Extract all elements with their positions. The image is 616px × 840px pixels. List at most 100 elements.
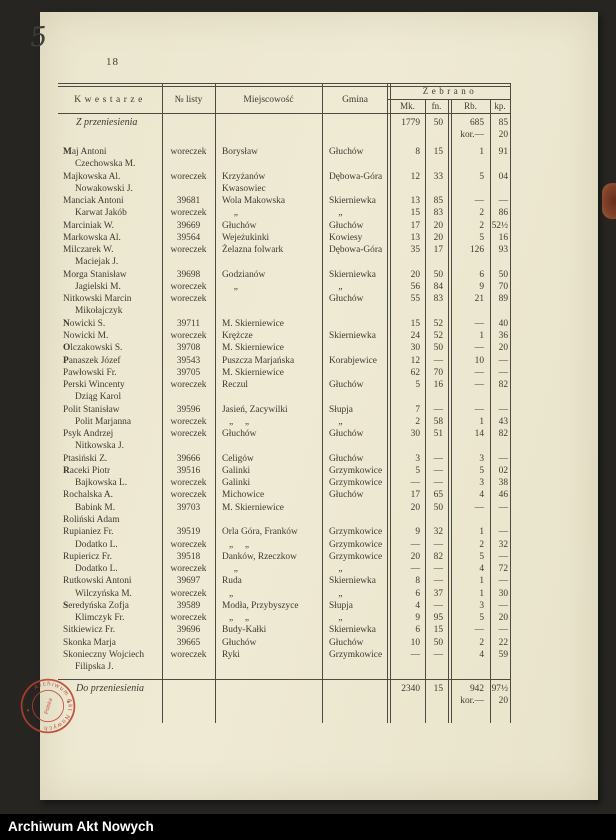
col-divider — [425, 99, 426, 723]
cell-miejscowosc: „ „ — [222, 539, 250, 550]
header-fn: fn. — [431, 101, 442, 111]
cell-gmina: Skierniewka — [329, 576, 376, 587]
cell-kwestarz: Maciejak J. — [75, 257, 119, 268]
cell-gmina: Grzymkowice — [329, 539, 383, 550]
cell-mk: 9 — [415, 613, 420, 624]
cell-miejscowosc: „ — [222, 208, 238, 219]
table-row: Jagielski M. woreczek „ „ 56 84 9 70 — [58, 281, 510, 293]
cell-miejscowosc: Danków, Rzeczkow — [222, 551, 297, 562]
cell-kp: 16 — [498, 232, 508, 243]
cell-miejscowosc: „ „ — [222, 416, 250, 427]
cell-mk — [388, 391, 425, 403]
cell-kp: 22 — [498, 637, 508, 648]
cell-mk: — — [410, 539, 420, 550]
cell-gmina: Głuchów — [329, 490, 364, 501]
cell-kwestarz: Panaszek Józef — [63, 355, 121, 366]
cell-rb: 4 — [479, 649, 484, 660]
cell-rb: 1 — [479, 147, 484, 157]
cell-rb: — — [474, 380, 484, 391]
cell-nr-listy: woreczek — [170, 478, 207, 489]
cell-miejscowosc: „ „ — [222, 613, 250, 624]
cell-mk: — — [410, 649, 420, 660]
cell-nr-listy — [162, 305, 215, 317]
stamp-ring-text: Archiwum Akt Nowych — [33, 677, 77, 732]
cell-rb: 6 — [479, 269, 484, 280]
cell-kp: 82 — [498, 429, 508, 440]
cell-fn: 50 — [433, 502, 443, 513]
cell-miejscowosc: Reczul — [222, 380, 249, 391]
cell-gmina: „ — [329, 588, 343, 599]
cell-gmina — [322, 502, 388, 514]
cell-fn: 50 — [433, 269, 443, 280]
table-row: Rupiericz Fr. 39518 Danków, Rzeczkow Grzymk… — [58, 551, 510, 563]
cell-miejscowosc: Galinki — [222, 465, 251, 476]
cell-miejscowosc — [215, 158, 322, 170]
table-row: Klimczyk Fr. woreczek „ „ „ 9 95 5 20 — [58, 612, 510, 624]
header-zebrano: Zebrano — [422, 86, 478, 96]
cell-kp: — — [498, 196, 508, 207]
cell-mk: 8 — [415, 576, 420, 587]
cell-kp — [490, 391, 510, 403]
cell-nr-listy: woreczek — [170, 588, 207, 599]
cell-kwestarz: Dodatko L. — [75, 564, 118, 575]
cell-mk: 56 — [410, 281, 420, 292]
cell-miejscowosc: Godzianów — [222, 269, 266, 280]
cell-nr-listy — [162, 440, 215, 452]
table-row: Skonka Marja 39665 Głuchów Głuchów 10 50 2 22 — [58, 637, 510, 649]
cell-miejscowosc — [215, 305, 322, 317]
cell-fn: 83 — [433, 294, 443, 305]
cell-fn: — — [433, 600, 443, 611]
cell-fn: 95 — [433, 613, 443, 624]
cell-mk: 17 — [410, 490, 420, 501]
cell-fn: — — [433, 576, 443, 587]
cell-kp-kor: 20 — [498, 130, 508, 141]
table-row: Dodatko L. woreczek „ „ — — 4 72 — [58, 563, 510, 575]
cell-fn: — — [433, 453, 443, 464]
carry-forward-section: Z przeniesienia 1779 50 685 85 kor.— 20 — [58, 117, 510, 142]
handwritten-folio-number: 5 — [28, 21, 49, 54]
cell-mk — [388, 440, 425, 452]
cell-gmina — [322, 158, 388, 170]
cell-miejscowosc: Krężcze — [222, 330, 253, 341]
cell-fn: 84 — [433, 281, 443, 292]
cell-kwestarz: Nitkowska J. — [75, 441, 124, 452]
cell-mk: 5 — [415, 465, 420, 476]
cell-kp: 86 — [498, 208, 508, 219]
cell-nr-listy: 39543 — [176, 355, 201, 366]
cell-fn: 20 — [433, 220, 443, 231]
cell-kwestarz: Ptasiński Z. — [63, 453, 108, 464]
cell-nr-listy — [162, 391, 215, 403]
cell-miejscowosc: „ — [222, 564, 238, 575]
cell-rb: 1 — [479, 527, 484, 538]
cell-fn: 52 — [433, 318, 443, 329]
cell-kwestarz: Rupianiez Fr. — [63, 527, 114, 538]
cell-gmina: Kowiesy — [329, 232, 363, 243]
header-nr-listy: № listy — [174, 95, 203, 105]
cell-rb-kor: kor.— — [460, 130, 484, 141]
cell-kwestarz: Czechowska M. — [75, 159, 136, 170]
cell-kp: — — [498, 502, 508, 513]
cell-mk: 6 — [415, 588, 420, 599]
cell-mk: 20 — [410, 551, 420, 562]
cell-nr-listy: woreczek — [170, 564, 207, 575]
cell-miejscowosc: Borysław — [222, 147, 258, 157]
cell-gmina — [322, 440, 388, 452]
table-rule-top-outer — [58, 83, 510, 84]
col-divider-double — [451, 99, 452, 723]
cell-mk: 15 — [410, 318, 420, 329]
cell-mk: 4 — [415, 600, 420, 611]
table-row: Morga Stanisław 39698 Godzianów Skierniewka… — [58, 269, 510, 281]
cell-fn: 17 — [433, 245, 443, 256]
cell-nr-listy — [162, 183, 215, 195]
cell-gmina: „ — [329, 613, 343, 624]
cell-nr-listy: 39681 — [176, 196, 201, 207]
cell-rb — [448, 256, 490, 268]
cell-kwestarz: Manciak Antoni — [63, 196, 124, 207]
carry-total-label: Do przeniesienia — [76, 683, 145, 694]
cell-miejscowosc: Michowice — [222, 490, 265, 501]
cell-gmina: Skierniewka — [329, 625, 376, 636]
cell-kp-kor: 20 — [498, 696, 508, 707]
table-row: Olczakowski S. 39708 M. Skierniewice 30 50 — 2… — [58, 342, 510, 354]
cell-rb: 1 — [479, 588, 484, 599]
